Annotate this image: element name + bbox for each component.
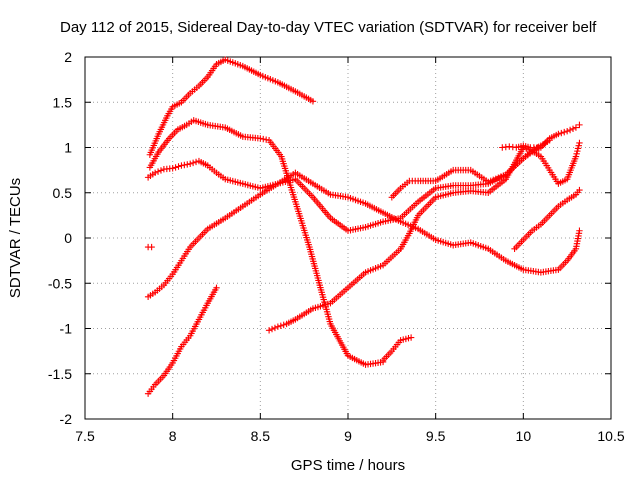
data-point-marker bbox=[573, 150, 580, 158]
series-11 bbox=[144, 243, 155, 251]
data-point-marker bbox=[257, 135, 264, 142]
data-point-marker bbox=[187, 160, 194, 167]
data-point-marker bbox=[277, 322, 284, 329]
data-point-marker bbox=[274, 323, 282, 330]
data-point-marker bbox=[558, 129, 565, 137]
data-point-marker bbox=[148, 243, 155, 251]
data-point-marker bbox=[280, 321, 287, 329]
data-point-marker bbox=[574, 145, 582, 152]
data-point-marker bbox=[178, 162, 185, 169]
grid bbox=[85, 57, 611, 419]
y-tick-label: 2 bbox=[64, 49, 72, 65]
data-point-marker bbox=[265, 327, 273, 334]
data-point-marker bbox=[576, 227, 583, 234]
series-7 bbox=[388, 121, 583, 201]
data-point-marker bbox=[407, 334, 415, 341]
y-tick-label: -1 bbox=[60, 321, 73, 337]
series-9 bbox=[511, 186, 583, 253]
plot-frame bbox=[84, 56, 612, 420]
data-point-marker bbox=[574, 147, 581, 155]
series-10 bbox=[144, 284, 220, 397]
data-point-marker bbox=[566, 126, 574, 134]
data-point-marker bbox=[181, 161, 188, 169]
data-point-marker bbox=[268, 325, 276, 333]
tick-labels: 7.5 8 8.5 9 9.5 10 10.5 -2 -1.5 -1 -0.5 0 0.5 1 1.5 2 bbox=[48, 49, 625, 444]
series-5 bbox=[144, 137, 553, 301]
data-point-marker bbox=[172, 164, 179, 171]
data-point-marker bbox=[151, 169, 159, 177]
data-point-marker bbox=[576, 139, 583, 147]
data-point-marker bbox=[309, 98, 317, 105]
y-axis-label: SDTVAR / TECUs bbox=[7, 178, 24, 298]
x-tick-label: 9.5 bbox=[426, 428, 446, 444]
data-point-marker bbox=[572, 124, 580, 131]
data-point-marker bbox=[572, 153, 580, 160]
x-tick-label: 10.5 bbox=[597, 428, 624, 444]
x-axis-label: GPS time / hours bbox=[291, 457, 405, 474]
series-8 bbox=[499, 142, 541, 151]
data-point-marker bbox=[569, 125, 577, 132]
data-point-marker bbox=[575, 142, 582, 149]
x-tick-label: 10 bbox=[516, 428, 532, 444]
x-tick-label: 8 bbox=[169, 428, 177, 444]
y-tick-label: 1 bbox=[64, 140, 72, 156]
series-4 bbox=[144, 157, 583, 276]
data-point-marker bbox=[169, 165, 176, 172]
data-point-marker bbox=[576, 186, 583, 194]
data-point-marker bbox=[576, 121, 583, 129]
y-tick-label: 0.5 bbox=[53, 185, 73, 201]
data-point-marker bbox=[563, 128, 571, 135]
data-point-marker bbox=[260, 135, 267, 143]
x-tick-label: 9 bbox=[344, 428, 352, 444]
series-2 bbox=[146, 117, 387, 368]
data-point-marker bbox=[175, 163, 182, 170]
data-point-marker bbox=[555, 130, 562, 138]
data-series bbox=[144, 56, 583, 397]
y-tick-label: 0 bbox=[64, 230, 72, 246]
data-point-marker bbox=[262, 136, 270, 143]
series-6 bbox=[265, 139, 583, 334]
y-tick-label: -1.5 bbox=[48, 366, 72, 382]
data-point-marker bbox=[157, 167, 165, 174]
data-point-marker bbox=[561, 128, 568, 136]
chart-title: Day 112 of 2015, Sidereal Day-to-day VTE… bbox=[60, 19, 597, 36]
data-point-marker bbox=[271, 324, 279, 332]
y-tick-label: -0.5 bbox=[48, 275, 72, 291]
x-tick-label: 8.5 bbox=[251, 428, 271, 444]
series-1 bbox=[146, 56, 317, 158]
data-point-marker bbox=[189, 159, 197, 167]
data-point-marker bbox=[534, 144, 541, 151]
data-point-marker bbox=[213, 284, 220, 291]
data-point-marker bbox=[184, 161, 191, 168]
y-tick-label: 1.5 bbox=[53, 94, 73, 110]
data-point-marker bbox=[154, 168, 162, 175]
y-tick-label: -2 bbox=[60, 411, 73, 427]
series-3 bbox=[379, 334, 415, 364]
x-tick-label: 7.5 bbox=[75, 428, 95, 444]
